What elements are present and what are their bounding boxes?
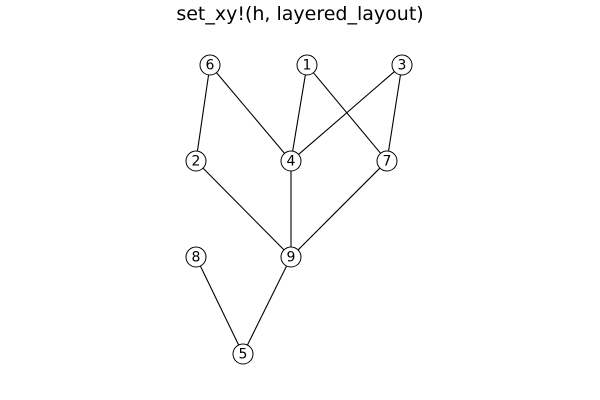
node-label-1: 1: [303, 58, 312, 74]
node-circle-1: [296, 54, 318, 76]
node-2: 2: [185, 150, 207, 172]
node-9: 9: [280, 246, 302, 268]
node-label-7: 7: [383, 154, 392, 170]
edge-6-4: [216, 72, 285, 154]
node-circle-7: [376, 150, 398, 172]
node-label-8: 8: [192, 250, 201, 266]
node-3: 3: [391, 54, 413, 76]
edge-3-4: [298, 71, 395, 155]
node-circle-8: [185, 246, 207, 268]
nodes-layer: 1 2 3 4 5 6 7 8 9: [185, 54, 413, 365]
node-circle-4: [280, 150, 302, 172]
plot-title: set_xy!(h, layered_layout): [176, 3, 424, 25]
edge-7-9: [297, 167, 381, 251]
node-1: 1: [296, 54, 318, 76]
node-6: 6: [199, 54, 221, 76]
node-circle-6: [199, 54, 221, 76]
node-circle-5: [232, 343, 254, 365]
node-label-3: 3: [398, 58, 407, 74]
node-4: 4: [280, 150, 302, 172]
node-label-9: 9: [287, 250, 296, 266]
node-label-6: 6: [206, 58, 215, 74]
node-label-5: 5: [239, 347, 248, 363]
edge-2-9: [202, 167, 285, 251]
node-8: 8: [185, 246, 207, 268]
edge-6-2: [196, 74, 210, 152]
node-label-2: 2: [192, 154, 201, 170]
edge-3-7: [387, 74, 402, 152]
edge-8-5: [199, 265, 240, 346]
edge-9-5: [246, 265, 288, 346]
node-label-4: 4: [287, 154, 296, 170]
node-5: 5: [232, 343, 254, 365]
edges-layer: [196, 71, 402, 346]
node-circle-2: [185, 150, 207, 172]
node-7: 7: [376, 150, 398, 172]
node-circle-3: [391, 54, 413, 76]
edge-1-4: [292, 74, 306, 152]
node-circle-9: [280, 246, 302, 268]
